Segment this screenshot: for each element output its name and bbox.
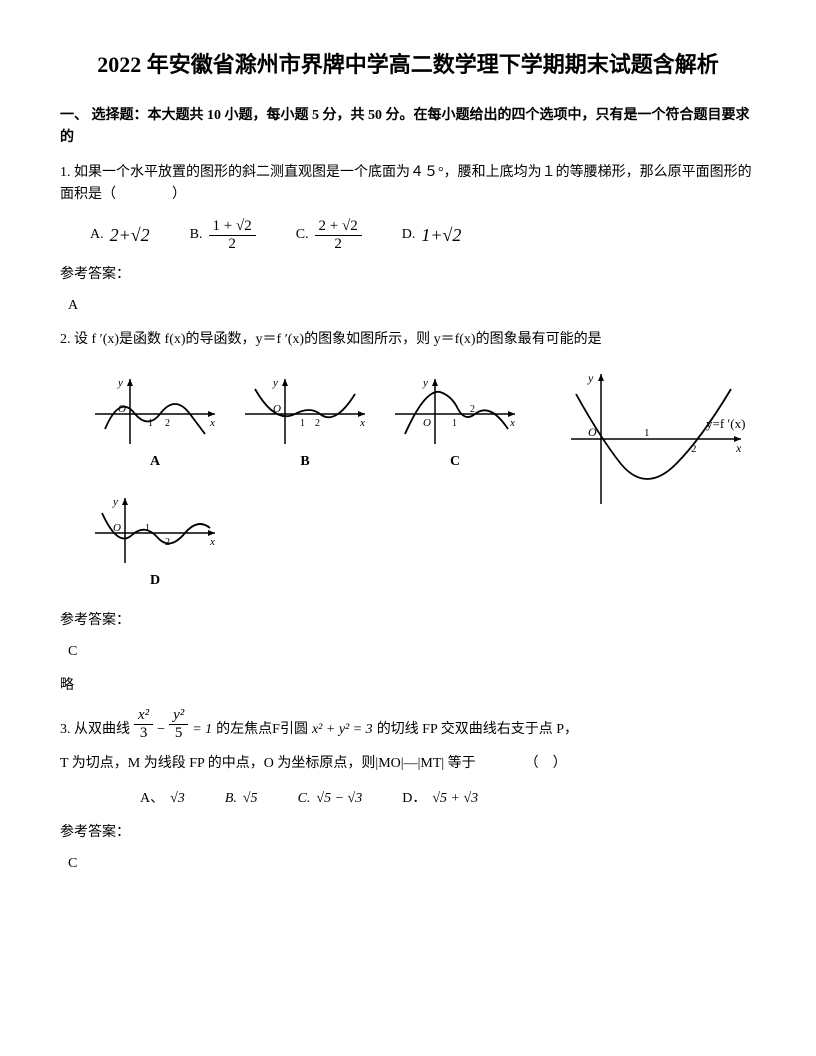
question-3: 3. 从双曲线 x² 3 − y² 5 = 1 的左焦点F引圆 x² + y² … xyxy=(60,707,756,741)
prime-label: y=f ′(x) xyxy=(706,414,816,435)
answer-label: 参考答案： xyxy=(60,264,756,286)
derivative-graph: O 1 2 x y y=f ′(x) xyxy=(566,364,756,535)
svg-text:2: 2 xyxy=(315,418,320,429)
q3-line2: T 为切点，M 为线段 FP 的中点，O 为坐标原点，则|MO|―|MT| 等于… xyxy=(60,753,756,775)
svg-text:1: 1 xyxy=(644,427,650,439)
graph-label-c: C xyxy=(450,451,460,473)
numerator: 2 + √2 xyxy=(315,218,362,236)
q3-mid2: 的切线 FP 交双曲线右支于点 P， xyxy=(377,719,578,741)
svg-text:x: x xyxy=(209,536,215,548)
graph-c: O 1 2 x y C xyxy=(390,374,520,473)
graph-label-a: A xyxy=(150,451,160,473)
q2-answer: C xyxy=(68,641,756,663)
svg-text:y: y xyxy=(112,496,118,508)
q3-mid1: 的左焦点F引圆 xyxy=(216,719,308,741)
opt-label: B. xyxy=(190,224,203,246)
svg-text:y: y xyxy=(587,371,594,385)
svg-text:O: O xyxy=(273,403,281,415)
q3-option-a: A、 √3 xyxy=(140,788,185,810)
svg-text:1: 1 xyxy=(452,418,457,429)
svg-text:1: 1 xyxy=(145,523,150,534)
graph-label-d: D xyxy=(150,570,160,592)
q1-option-d: D. 1+√2 xyxy=(402,221,462,250)
numerator: 1 + √2 xyxy=(209,218,256,236)
fraction: 2 + √2 2 xyxy=(315,218,362,252)
graph-a-svg: O 1 2 x y xyxy=(90,374,220,449)
q1-option-b: B. 1 + √2 2 xyxy=(190,218,256,252)
svg-text:1: 1 xyxy=(300,418,305,429)
graph-label-b: B xyxy=(300,451,309,473)
hyperbola-term2: y² 5 xyxy=(169,707,188,741)
q1-answer: A xyxy=(68,295,756,317)
svg-text:y: y xyxy=(117,377,123,389)
opt-label: C. xyxy=(298,788,311,810)
opt-label: C. xyxy=(296,224,309,246)
question-1: 1. 如果一个水平放置的图形的斜二测直观图是一个底面为４５°，腰和上底均为１的等… xyxy=(60,162,756,207)
derivative-graph-svg: O 1 2 x y xyxy=(566,364,756,514)
svg-text:y: y xyxy=(272,377,278,389)
q3-prefix: 3. 从双曲线 xyxy=(60,719,130,741)
q3-option-b: B. √5 xyxy=(225,788,258,810)
hyperbola-term1: x² 3 xyxy=(134,707,153,741)
svg-text:2: 2 xyxy=(691,443,697,455)
opt-label: A. xyxy=(90,224,104,246)
denominator: 2 xyxy=(224,236,240,253)
q1-option-c: C. 2 + √2 2 xyxy=(296,218,362,252)
opt-math: √5 xyxy=(243,788,258,810)
svg-text:2: 2 xyxy=(165,537,170,548)
graph-d-svg: O 1 2 x y xyxy=(90,493,220,568)
q3-option-d: D． √5 + √3 xyxy=(402,788,478,810)
answer-label: 参考答案： xyxy=(60,822,756,844)
graph-c-svg: O 1 2 x y xyxy=(390,374,520,449)
circle-eq: x² + y² = 3 xyxy=(312,719,373,741)
denominator: 2 xyxy=(330,236,346,253)
num: y² xyxy=(169,707,188,725)
q1-option-a: A. 2+√2 xyxy=(90,221,150,250)
svg-text:2: 2 xyxy=(165,418,170,429)
svg-text:O: O xyxy=(423,417,431,429)
opt-math: √3 xyxy=(170,788,185,810)
svg-text:2: 2 xyxy=(470,404,475,415)
svg-text:1: 1 xyxy=(148,418,153,429)
opt-label: D. xyxy=(402,224,416,246)
graph-b: O 1 2 x y B xyxy=(240,374,370,473)
axis-o: O xyxy=(118,403,126,415)
svg-text:O: O xyxy=(113,522,121,534)
fraction: 1 + √2 2 xyxy=(209,218,256,252)
q3-answer: C xyxy=(68,853,756,875)
graph-d: O 1 2 x y D xyxy=(90,493,220,592)
svg-text:x: x xyxy=(359,417,365,429)
graph-b-svg: O 1 2 x y xyxy=(240,374,370,449)
den: 3 xyxy=(136,725,152,742)
svg-text:y: y xyxy=(422,377,428,389)
opt-label: A、 xyxy=(140,788,164,810)
page-title: 2022 年安徽省滁州市界牌中学高二数学理下学期期末试题含解析 xyxy=(60,50,756,81)
q3-option-c: C. √5 − √3 xyxy=(298,788,363,810)
q1-options: A. 2+√2 B. 1 + √2 2 C. 2 + √2 2 D. 1+√2 xyxy=(90,218,756,252)
graph-a: O 1 2 x y A xyxy=(90,374,220,473)
q2-graphs: O 1 2 x y A O 1 2 x y B xyxy=(90,374,546,593)
opt-math: 1+√2 xyxy=(421,221,461,250)
num: x² xyxy=(134,707,153,725)
svg-text:x: x xyxy=(735,441,742,455)
q2-note: 略 xyxy=(60,675,756,697)
opt-label: B. xyxy=(225,788,237,810)
opt-math: √5 + √3 xyxy=(432,788,478,810)
opt-label: D． xyxy=(402,788,426,810)
svg-text:x: x xyxy=(509,417,515,429)
den: 5 xyxy=(171,725,187,742)
q3-options: A、 √3 B. √5 C. √5 − √3 D． √5 + √3 xyxy=(140,788,756,810)
svg-text:x: x xyxy=(209,417,215,429)
eq-one: = 1 xyxy=(192,719,212,741)
opt-math: √5 − √3 xyxy=(316,788,362,810)
section-header: 一、 选择题：本大题共 10 小题，每小题 5 分，共 50 分。在每小题给出的… xyxy=(60,105,756,150)
minus: − xyxy=(157,719,165,741)
answer-label: 参考答案： xyxy=(60,610,756,632)
opt-math: 2+√2 xyxy=(110,221,150,250)
question-2: 2. 设 f ′(x)是函数 f(x)的导函数，y＝f ′(x)的图象如图所示，… xyxy=(60,329,756,351)
svg-text:O: O xyxy=(588,425,597,439)
